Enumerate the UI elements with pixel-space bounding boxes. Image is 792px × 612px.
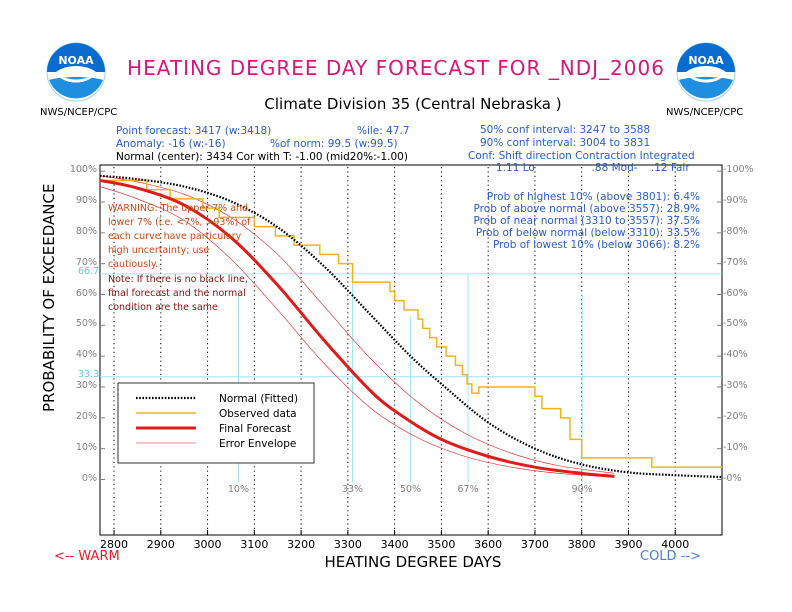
shift-header-text: Conf: Shift direction Contraction Integr…: [468, 150, 695, 162]
x-tick-label: 3400: [380, 538, 409, 551]
series-layer: [99, 174, 723, 479]
y-tick-label-left: 100%: [69, 164, 97, 176]
y-tick-label-left: 20%: [75, 410, 97, 422]
prob-line: Prob of lowest 10% (below 3066): 8.2%: [493, 239, 700, 251]
grid-layer: [100, 167, 722, 535]
percentile-label: 67%: [457, 483, 479, 495]
x-tick-label: 2900: [146, 538, 175, 551]
y-tick-label-right: -60%: [723, 287, 748, 299]
y-tick-label-right: -40%: [723, 349, 748, 361]
percentile-label: 33%: [341, 483, 364, 495]
x-tick-label: 3700: [520, 538, 549, 551]
x-tick-label: 4000: [661, 538, 690, 551]
percentile-label: 50%: [399, 483, 422, 495]
x-tick-label: 3000: [193, 538, 222, 551]
x-tick-label: 3300: [333, 538, 362, 551]
percentile-label: 10%: [227, 483, 249, 495]
shift-values-text: 1.11 Lo .88 Mod- .12 Fair: [496, 162, 690, 174]
conf50-text: 50% conf interval: 3247 to 3588: [480, 124, 651, 136]
plot-frame: [99, 164, 723, 536]
y-tick-label-left: 60%: [75, 287, 97, 299]
point-forecast-text: Point forecast: 3417 (w:3418): [116, 125, 272, 137]
y-tick-label-left: 90%: [75, 195, 97, 206]
x-tick-label: 3200: [287, 538, 316, 551]
x-tick-label: 3500: [427, 538, 456, 551]
error-envelope-lower-series: [99, 186, 615, 478]
noaa-logo-left: NOAA: [46, 42, 106, 102]
y-tick-label-right: -80%: [723, 225, 748, 237]
y-axis-label: PROBABILITY OF EXCEEDANCE: [40, 183, 58, 412]
observed-data-series: [100, 179, 722, 468]
prob-line: Prob of below normal (below 3310): 33.5%: [475, 227, 700, 239]
note-text: Note: If there is no black line, final f…: [108, 274, 248, 313]
y-tick-label-left: 0%: [81, 472, 97, 484]
y-tick-label-left: 30%: [75, 380, 97, 391]
noaa-logo-right: NOAA: [676, 42, 736, 102]
x-tick-label: 3900: [614, 538, 643, 551]
y-tick-label-right: -0%: [723, 472, 742, 484]
reference-line-label: 33.3: [78, 368, 100, 380]
legend-label: Final Forecast: [219, 423, 291, 435]
percent-normal-text: %of norm: 99.5 (w:99.5): [270, 138, 398, 150]
noaa-logo-text: NOAA: [688, 54, 724, 67]
x-tick-label: 3100: [240, 538, 269, 551]
legend-label: Error Envelope: [219, 438, 296, 450]
chart-subtitle: Climate Division 35 (Central Nebraska ): [264, 95, 562, 113]
y-tick-label-right: -100%: [723, 164, 754, 176]
chart-title: HEATING DEGREE DAY FORECAST FOR _NDJ_200…: [127, 56, 665, 80]
reference-line-label: 66.7: [78, 265, 100, 277]
legend-label: Normal (Fitted): [219, 393, 298, 405]
legend: Normal (Fitted) Observed data Final Foreca…: [117, 382, 315, 464]
anomaly-text: Anomaly: -16 (w:-16): [116, 138, 226, 150]
legend-label: Observed data: [219, 408, 297, 420]
prob-line: Prob of near normal (3310 to 3557): 37.5…: [473, 215, 700, 227]
y-tick-label-right: -90%: [723, 195, 748, 206]
final-forecast-series: [99, 178, 615, 478]
percentile-label: 90%: [571, 483, 593, 495]
agency-label-left: NWS/NCEP/CPC: [40, 107, 118, 118]
y-tick-label-left: 40%: [75, 349, 97, 361]
normal-center-text: Normal (center): 3434 Cor with T: -1.00 …: [116, 151, 408, 163]
x-tick-label: 3600: [474, 538, 503, 551]
y-tick-label-left: 50%: [75, 318, 97, 330]
y-tick-label-right: -20%: [723, 410, 748, 422]
prob-line: Prob of highest 10% (above 3801): 6.4%: [486, 191, 700, 203]
error-envelope-series: [99, 175, 615, 474]
normal-fitted-series: [99, 174, 723, 479]
legend-box: [117, 382, 315, 464]
y-tick-label-right: -50%: [723, 318, 748, 330]
y-tick-label-right: -70%: [723, 256, 748, 268]
x-axis-label: HEATING DEGREE DAYS: [324, 553, 502, 571]
conf90-text: 90% conf interval: 3004 to 3831: [480, 137, 651, 149]
y-tick-label-left: 70%: [75, 256, 97, 268]
x-tick-label: 3800: [567, 538, 596, 551]
agency-label-right: NWS/NCEP/CPC: [666, 107, 744, 118]
x-tick-label: 2800: [100, 538, 129, 551]
y-tick-label-right: -30%: [723, 380, 748, 391]
y-tick-label-right: -10%: [723, 441, 748, 453]
prob-line: Prob of above normal (above 3557): 28.9%: [473, 203, 700, 215]
warm-label: <-- WARM: [54, 549, 120, 564]
y-tick-label-left: 80%: [75, 225, 97, 237]
percentile-text: %ile: 47.7: [357, 125, 410, 137]
warning-text: WARNING: The upper 7% and lower 7% (i.e.…: [108, 203, 251, 270]
cold-label: COLD -->: [640, 549, 701, 564]
noaa-logo-text: NOAA: [58, 54, 94, 67]
y-tick-label-left: 10%: [75, 441, 97, 453]
